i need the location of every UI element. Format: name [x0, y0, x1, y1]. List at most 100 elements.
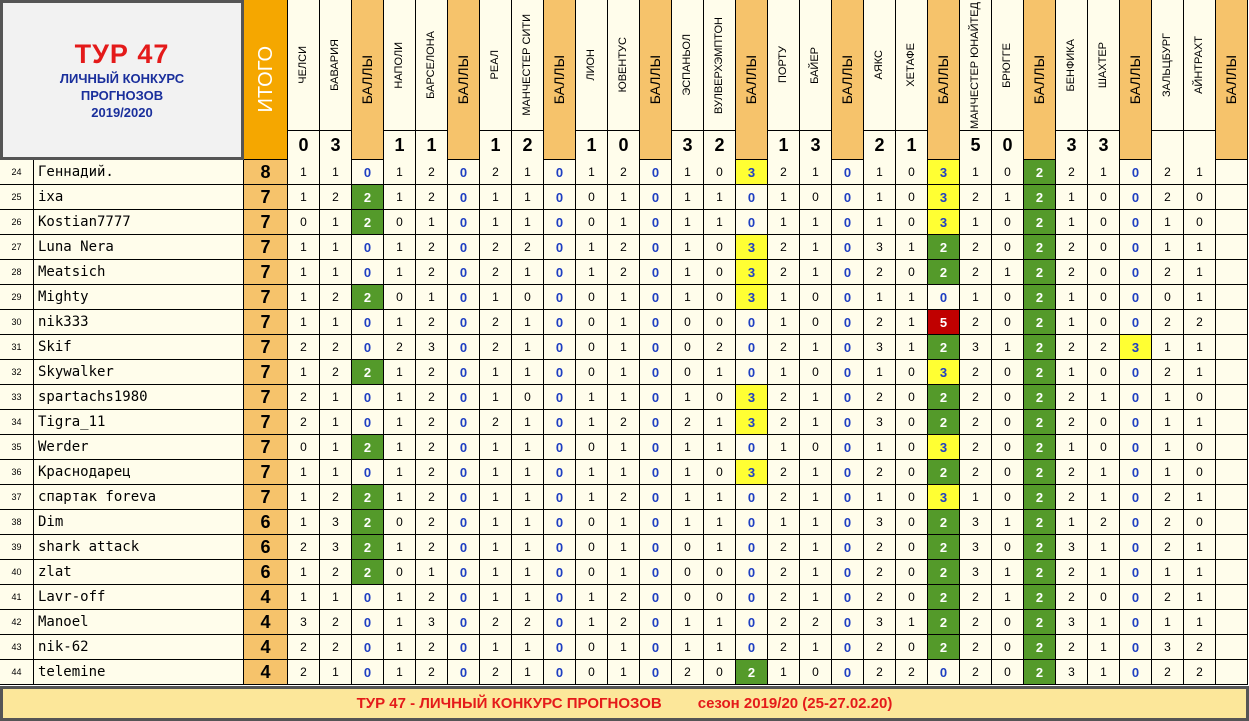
prediction-away: 1: [416, 285, 448, 310]
score-cell: 0: [544, 210, 576, 235]
prediction-away: 1: [608, 635, 640, 660]
away-team-name: БАЙЕР: [809, 46, 821, 84]
prediction-home: 0: [576, 335, 608, 360]
score-cell: 0: [544, 260, 576, 285]
prediction-home: 1: [480, 535, 512, 560]
away-team-header: БАВАРИЯ: [320, 0, 352, 131]
prediction-away: 1: [512, 335, 544, 360]
prediction-home: 1: [288, 510, 320, 535]
prediction-away: 1: [512, 510, 544, 535]
prediction-away: 0: [1184, 185, 1216, 210]
prediction-home: 2: [960, 610, 992, 635]
result-home-goals: 3: [1056, 131, 1088, 161]
prediction-home: 1: [1056, 210, 1088, 235]
home-team-name: ЭСПАНЬОЛ: [681, 34, 693, 96]
prediction-away: 0: [704, 560, 736, 585]
participant-name: Краснодарец: [34, 460, 244, 485]
prediction-home: 0: [672, 560, 704, 585]
prediction-home: 0: [672, 335, 704, 360]
prediction-home: 1: [288, 310, 320, 335]
prediction-away: 0: [704, 235, 736, 260]
prediction-away: 1: [896, 310, 928, 335]
score-cell: 0: [832, 360, 864, 385]
prediction-away: 1: [512, 585, 544, 610]
prediction-home: 1: [1152, 335, 1184, 360]
prediction-away: 1: [512, 485, 544, 510]
participant-name: Meatsich: [34, 260, 244, 285]
prediction-away: 1: [512, 160, 544, 185]
prediction-home: 1: [288, 360, 320, 385]
score-cell: 0: [1120, 410, 1152, 435]
prediction-away: 2: [416, 160, 448, 185]
score-cell: 0: [544, 410, 576, 435]
prediction-home: 3: [1056, 535, 1088, 560]
prediction-home: 1: [1056, 285, 1088, 310]
prediction-away: 1: [320, 310, 352, 335]
prediction-home: 0: [576, 285, 608, 310]
prediction-home: 0: [576, 635, 608, 660]
prediction-away: 1: [1088, 610, 1120, 635]
participant-name: Mighty: [34, 285, 244, 310]
prediction-away: 1: [608, 510, 640, 535]
prediction-away: 1: [608, 310, 640, 335]
prediction-away: 0: [896, 435, 928, 460]
score-cell: 0: [448, 210, 480, 235]
prediction-away: 2: [320, 360, 352, 385]
row-number: 30: [0, 310, 34, 335]
score-cell: 0: [448, 310, 480, 335]
participant-total: 7: [244, 460, 288, 485]
prediction-home: 1: [864, 485, 896, 510]
prediction-away: 0: [512, 385, 544, 410]
result-away-goals: 3: [800, 131, 832, 161]
score-cell: 0: [640, 560, 672, 585]
score-cell: 0: [736, 435, 768, 460]
score-cell: 2: [928, 585, 960, 610]
participant-name: Dim: [34, 510, 244, 535]
prediction-home: 0: [288, 210, 320, 235]
prediction-home: 1: [576, 235, 608, 260]
score-cell: 2: [352, 560, 384, 585]
score-cell: 3: [736, 460, 768, 485]
points-label: БАЛЛЫ: [647, 54, 663, 105]
prediction-home: 2: [480, 310, 512, 335]
prediction-home: 1: [288, 285, 320, 310]
prediction-away: 2: [1184, 635, 1216, 660]
away-team-name: БРЮГГЕ: [1001, 42, 1013, 88]
prediction-home: 1: [384, 635, 416, 660]
prediction-away: 1: [800, 510, 832, 535]
score-cell: 0: [736, 510, 768, 535]
score-cell: 2: [1024, 485, 1056, 510]
row-number: 36: [0, 460, 34, 485]
prediction-home: 1: [768, 210, 800, 235]
prediction-home: 1: [480, 585, 512, 610]
prediction-home: 1: [480, 385, 512, 410]
participant-name: спартак foreva: [34, 485, 244, 510]
points-header: БАЛЛЫ: [640, 0, 672, 160]
prediction-home: 2: [960, 235, 992, 260]
prediction-away: 1: [704, 510, 736, 535]
score-cell: 0: [448, 360, 480, 385]
prediction-home: 1: [672, 485, 704, 510]
score-cell: 0: [1120, 360, 1152, 385]
result-home-goals: 5: [960, 131, 992, 161]
prediction-home: 1: [288, 585, 320, 610]
result-home-goals: 3: [672, 131, 704, 161]
score-cell: 2: [1024, 560, 1056, 585]
prediction-away: 0: [896, 585, 928, 610]
score-cell: 3: [736, 285, 768, 310]
prediction-home: 2: [768, 485, 800, 510]
prediction-home: 1: [960, 485, 992, 510]
prediction-home: 0: [576, 210, 608, 235]
prediction-home: 2: [480, 610, 512, 635]
prediction-away: 1: [800, 535, 832, 560]
score-cell: 2: [928, 235, 960, 260]
itogo-label: ИТОГО: [254, 46, 277, 113]
prediction-home: 2: [1152, 260, 1184, 285]
prediction-home: 1: [384, 160, 416, 185]
score-cell: 0: [448, 285, 480, 310]
prediction-away: 1: [992, 560, 1024, 585]
prediction-away: 1: [1184, 560, 1216, 585]
row-number: 31: [0, 335, 34, 360]
home-team-name: БЕНФИКА: [1065, 38, 1077, 92]
participant-total: 4: [244, 635, 288, 660]
